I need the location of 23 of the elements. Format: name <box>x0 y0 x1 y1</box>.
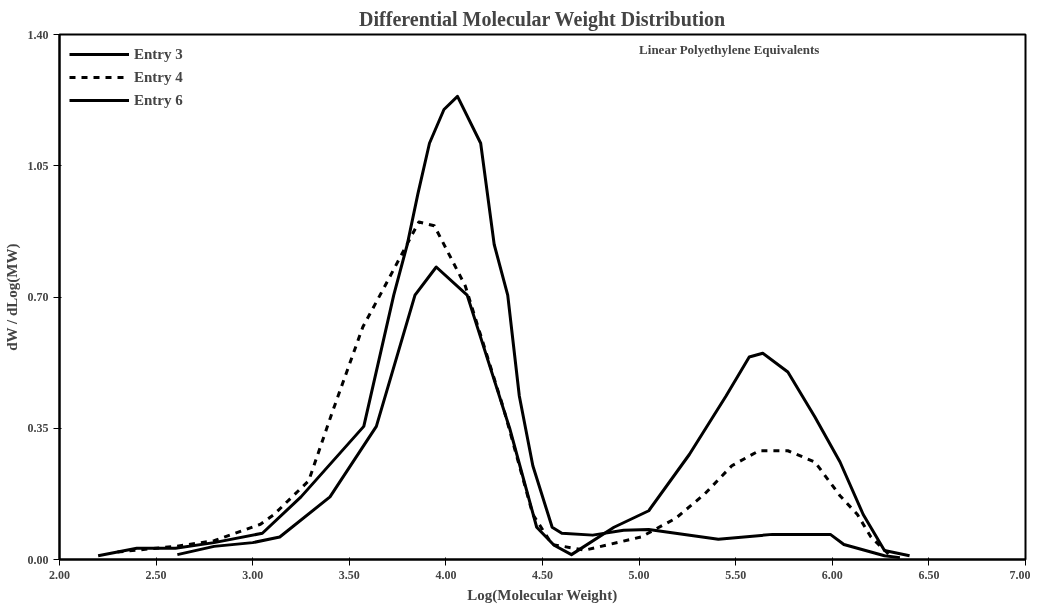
annotation: Linear Polyethylene Equivalents <box>639 41 820 57</box>
y-tick-label: 0.00 <box>27 552 49 567</box>
x-tick-label: 4.50 <box>532 567 553 582</box>
y-tick-label: 1.40 <box>27 27 49 42</box>
legend-label: Entry 4 <box>134 68 183 86</box>
legend-label: Entry 3 <box>134 45 183 63</box>
legend-label: Entry 6 <box>134 91 183 109</box>
x-tick-label: 2.00 <box>49 567 70 582</box>
x-tick-label: 3.50 <box>338 567 360 582</box>
chart-title: Differential Molecular Weight Distribution <box>359 7 726 31</box>
x-tick-label: 4.00 <box>435 567 457 582</box>
x-tick-label: 6.50 <box>918 567 940 582</box>
y-tick-label: 0.70 <box>27 290 49 304</box>
y-tick-label: 1.05 <box>27 158 49 173</box>
x-tick-label: 5.00 <box>628 567 650 582</box>
x-tick-label: 2.50 <box>145 567 167 582</box>
x-axis-title: Log(Molecular Weight) <box>467 586 618 604</box>
y-tick-label: 0.35 <box>27 421 49 436</box>
x-tick-label: 7.00 <box>1009 567 1031 582</box>
y-axis-title: dW / dLog(MW) <box>3 243 21 351</box>
x-tick-label: 6.00 <box>821 567 843 582</box>
x-tick-label: 5.50 <box>725 567 747 582</box>
x-tick-label: 3.00 <box>242 567 264 582</box>
